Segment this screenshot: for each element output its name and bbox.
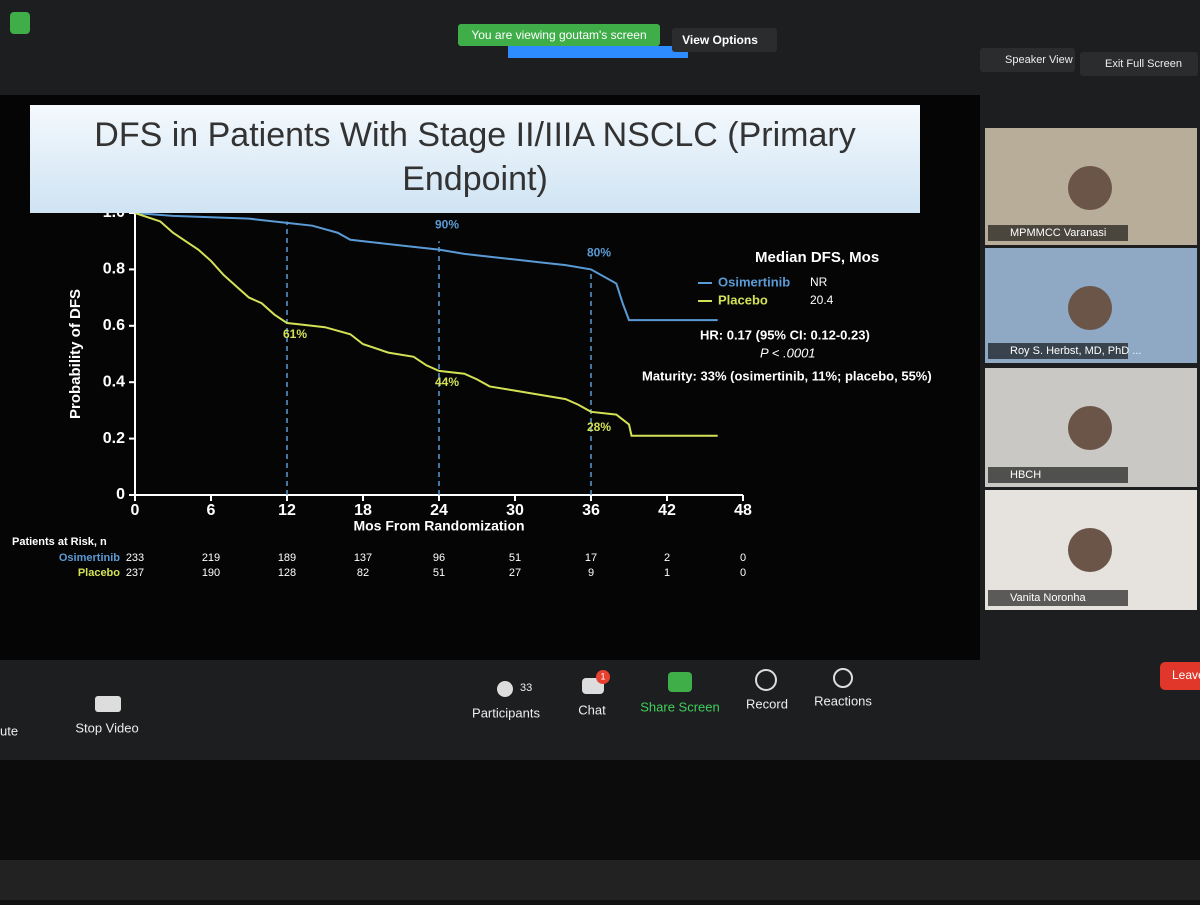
annotation: 61%	[283, 327, 307, 341]
view-options[interactable]	[672, 28, 777, 52]
risk-count: 17	[585, 552, 597, 564]
leave-label[interactable]: Leave	[1172, 668, 1200, 682]
risk-count: 128	[278, 567, 296, 579]
banner	[458, 24, 660, 46]
risk-row-label: Placebo	[78, 567, 120, 579]
y-tick-label: 0.2	[103, 430, 125, 447]
reactions-icon	[833, 668, 853, 688]
banner-text: You are viewing goutam's screen	[471, 28, 646, 42]
p-text: P < .0001	[760, 345, 816, 360]
risk-count: 189	[278, 552, 296, 564]
chat-label[interactable]: Chat	[578, 702, 606, 717]
participant-name: Vanita Noronha	[1010, 592, 1087, 604]
participant-name: HBCH	[1010, 469, 1041, 481]
annotation: 90%	[435, 217, 459, 231]
risk-count: 51	[433, 567, 445, 579]
risk-count: 219	[202, 552, 220, 564]
y-tick-label: 0.6	[103, 317, 125, 334]
participant	[1068, 166, 1112, 210]
chat-badge-text: 1	[600, 671, 605, 681]
name-tag	[988, 590, 1128, 606]
reactions-label[interactable]: Reactions	[814, 693, 872, 708]
chat-badge	[596, 670, 610, 684]
risk-count: 190	[202, 567, 220, 579]
participant-name: Roy S. Herbst, MD, PhD ...	[1010, 345, 1141, 357]
name-tag	[988, 467, 1128, 483]
participant-name: MPMMCC Varanasi	[1010, 227, 1106, 239]
participants-label[interactable]: Participants	[472, 705, 540, 720]
risk-count: 2	[664, 552, 670, 564]
x-tick-label: 18	[354, 502, 372, 519]
hr-text: HR: 0.17 (95% CI: 0.12-0.23)	[700, 327, 870, 342]
banner-bar	[508, 46, 688, 58]
shield-icon	[10, 12, 30, 34]
x-tick-label: 12	[278, 502, 296, 519]
annotation: 44%	[435, 375, 459, 389]
share-screen-label[interactable]: Share Screen	[640, 699, 720, 714]
x-tick-label: 6	[207, 502, 216, 519]
risk-count: 1	[664, 567, 670, 579]
risk-count: 137	[354, 552, 372, 564]
risk-count: 96	[433, 552, 445, 564]
risk-count: 237	[126, 567, 144, 579]
risk-count: 0	[740, 552, 746, 564]
x-tick-label: 0	[131, 502, 140, 519]
exit-full-screen-text[interactable]: Exit Full Screen	[1105, 58, 1182, 70]
leave-button[interactable]	[1160, 662, 1200, 690]
stop-video-label[interactable]: Stop Video	[75, 720, 138, 735]
name-tag	[988, 225, 1128, 241]
survival-curve	[134, 212, 718, 437]
annotation: 28%	[587, 420, 611, 434]
keyboard	[0, 860, 1200, 900]
record-icon	[755, 669, 777, 691]
legend-median: NR	[810, 275, 828, 289]
x-tick-label: 36	[582, 502, 600, 519]
legend-title: Median DFS, Mos	[755, 249, 879, 266]
participant	[1068, 528, 1112, 572]
exit-full-screen[interactable]	[1080, 52, 1198, 76]
y-tick-label: 0	[116, 486, 125, 503]
risk-count: 233	[126, 552, 144, 564]
annotation: 80%	[587, 246, 611, 260]
record-label[interactable]: Record	[746, 696, 788, 711]
speaker-view-text[interactable]: Speaker View	[1005, 54, 1073, 66]
risk-count: 27	[509, 567, 521, 579]
risk-row-label: Osimertinib	[59, 552, 120, 564]
x-tick-label: 48	[734, 502, 752, 519]
legend-label: Osimertinib	[718, 274, 790, 289]
legend-label: Placebo	[718, 292, 768, 307]
participant	[1068, 406, 1112, 450]
x-tick-label: 42	[658, 502, 676, 519]
maturity-text: Maturity: 33% (osimertinib, 11%; placebo…	[642, 368, 932, 383]
participants-icon	[497, 681, 513, 697]
video-panel: MPMMCC Varanasi Roy S. Herbst, MD, PhD ..…	[985, 128, 1197, 610]
view-options-text[interactable]: View Options	[682, 33, 758, 47]
risk-count: 51	[509, 552, 521, 564]
participants-count: 33	[520, 682, 532, 694]
risk-count: 82	[357, 567, 369, 579]
participant	[1068, 286, 1112, 330]
share-icon	[668, 672, 692, 692]
toolbar: ute Stop Video 33 Participants 1 Chat Sh…	[0, 662, 1200, 738]
risk-count: 9	[588, 567, 594, 579]
slide-title: DFS in Patients With Stage II/IIIA NSCLC…	[30, 105, 920, 213]
y-tick-label: 0.4	[103, 373, 125, 390]
x-axis-label: Mos From Randomization	[353, 518, 524, 534]
survival-curve	[134, 212, 718, 322]
y-axis-label: Probability of DFS	[67, 289, 84, 419]
legend-median: 20.4	[810, 293, 834, 307]
name-tag	[988, 343, 1128, 359]
risk-title: Patients at Risk, n	[12, 536, 107, 548]
y-tick-label: 0.8	[103, 261, 125, 278]
speaker-view[interactable]	[980, 48, 1075, 72]
x-tick-label: 30	[506, 502, 524, 519]
video-icon	[95, 696, 121, 712]
mute-label[interactable]: ute	[0, 723, 18, 738]
risk-count: 0	[740, 567, 746, 579]
x-tick-label: 24	[430, 502, 448, 519]
